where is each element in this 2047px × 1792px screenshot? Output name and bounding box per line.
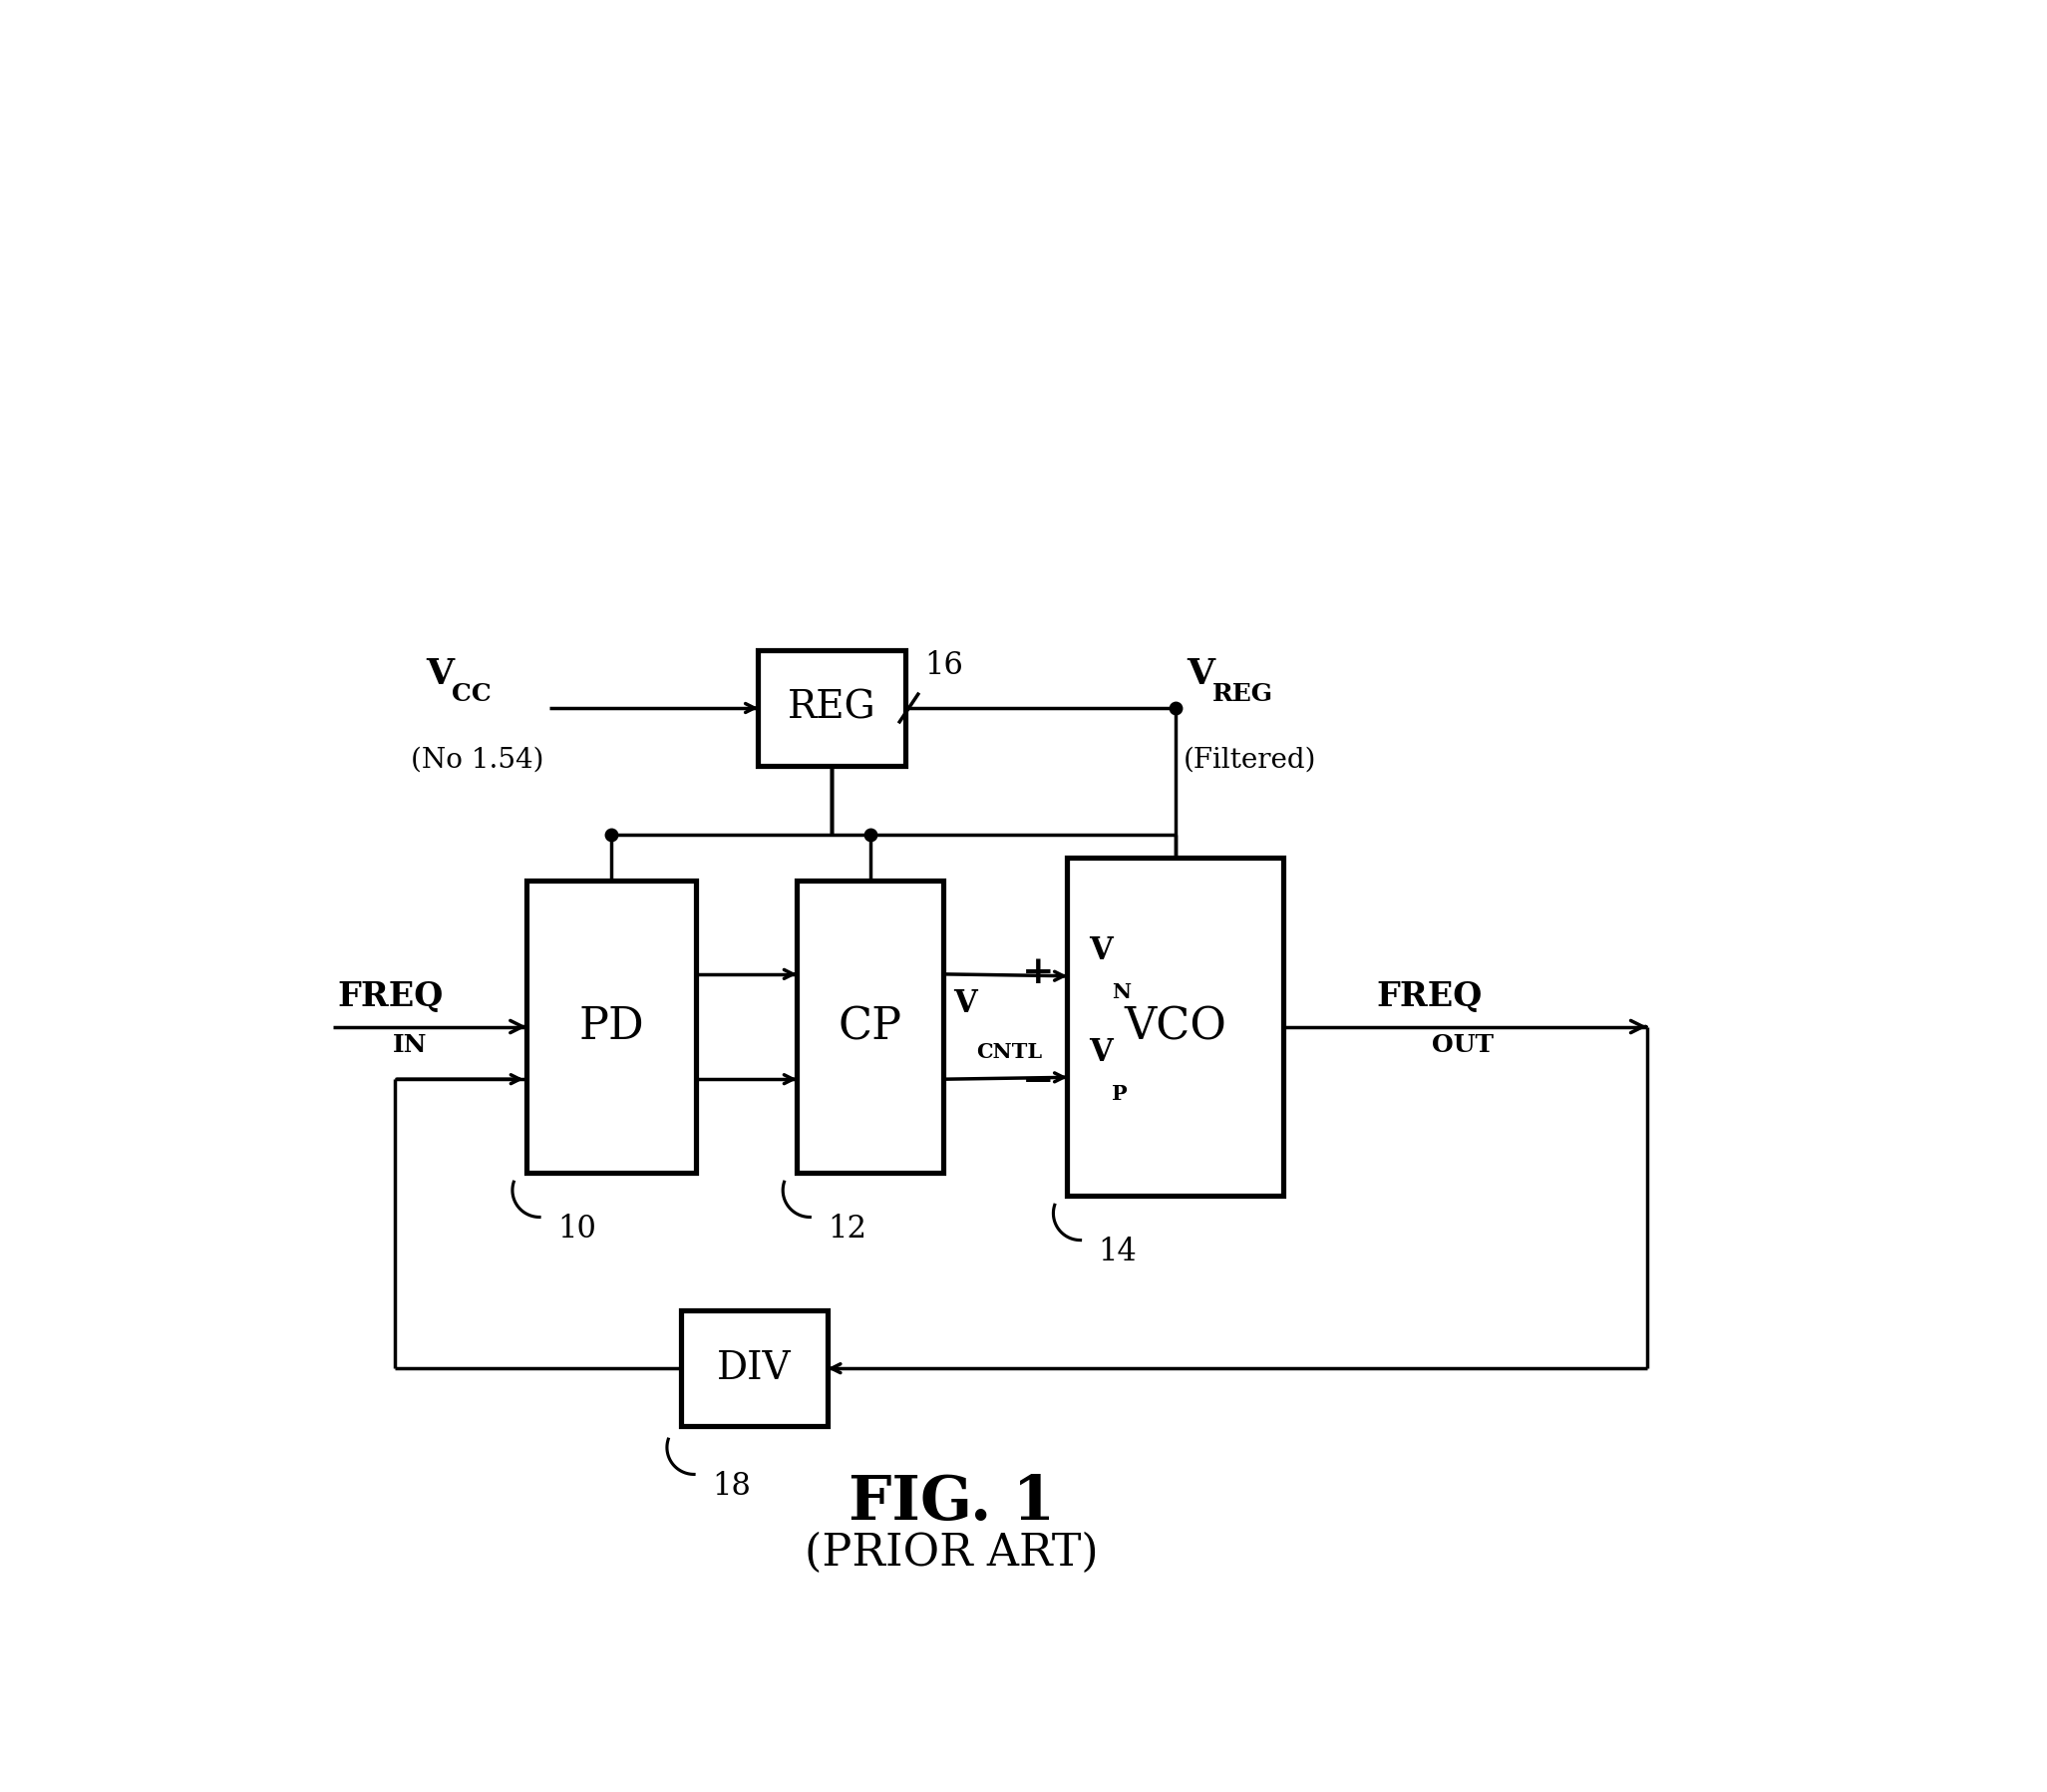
Text: FREQ: FREQ xyxy=(338,980,442,1012)
Text: 10: 10 xyxy=(557,1213,596,1244)
Text: (PRIOR ART): (PRIOR ART) xyxy=(804,1530,1099,1573)
Text: +: + xyxy=(1021,953,1054,991)
Text: OUT: OUT xyxy=(1433,1032,1494,1057)
Bar xyxy=(796,882,944,1172)
Text: IN: IN xyxy=(393,1032,428,1057)
Bar xyxy=(1066,858,1283,1195)
Text: 14: 14 xyxy=(1097,1236,1136,1267)
Text: N: N xyxy=(1112,982,1132,1002)
Text: VCO: VCO xyxy=(1124,1005,1226,1048)
Text: V: V xyxy=(1187,658,1216,692)
Text: V: V xyxy=(1089,1038,1114,1068)
Text: V: V xyxy=(1089,935,1114,966)
Text: 18: 18 xyxy=(712,1471,751,1502)
Bar xyxy=(682,1310,827,1426)
Text: −: − xyxy=(1021,1063,1054,1100)
Bar xyxy=(757,650,905,765)
Text: REG: REG xyxy=(788,690,876,726)
Text: CP: CP xyxy=(837,1005,903,1048)
Text: (No 1.54): (No 1.54) xyxy=(409,747,545,774)
Text: FIG. 1: FIG. 1 xyxy=(847,1473,1054,1532)
Text: (Filtered): (Filtered) xyxy=(1183,747,1316,774)
Text: REG: REG xyxy=(1212,683,1273,706)
Text: V: V xyxy=(426,658,454,692)
Text: DIV: DIV xyxy=(716,1349,792,1387)
Text: PD: PD xyxy=(579,1005,645,1048)
Text: CC: CC xyxy=(452,683,491,706)
Text: P: P xyxy=(1112,1084,1128,1104)
Text: V: V xyxy=(954,987,976,1020)
Text: CNTL: CNTL xyxy=(976,1041,1042,1063)
Text: FREQ: FREQ xyxy=(1376,980,1482,1012)
Bar xyxy=(526,882,696,1172)
Text: 16: 16 xyxy=(925,650,962,681)
Text: 12: 12 xyxy=(827,1213,866,1244)
